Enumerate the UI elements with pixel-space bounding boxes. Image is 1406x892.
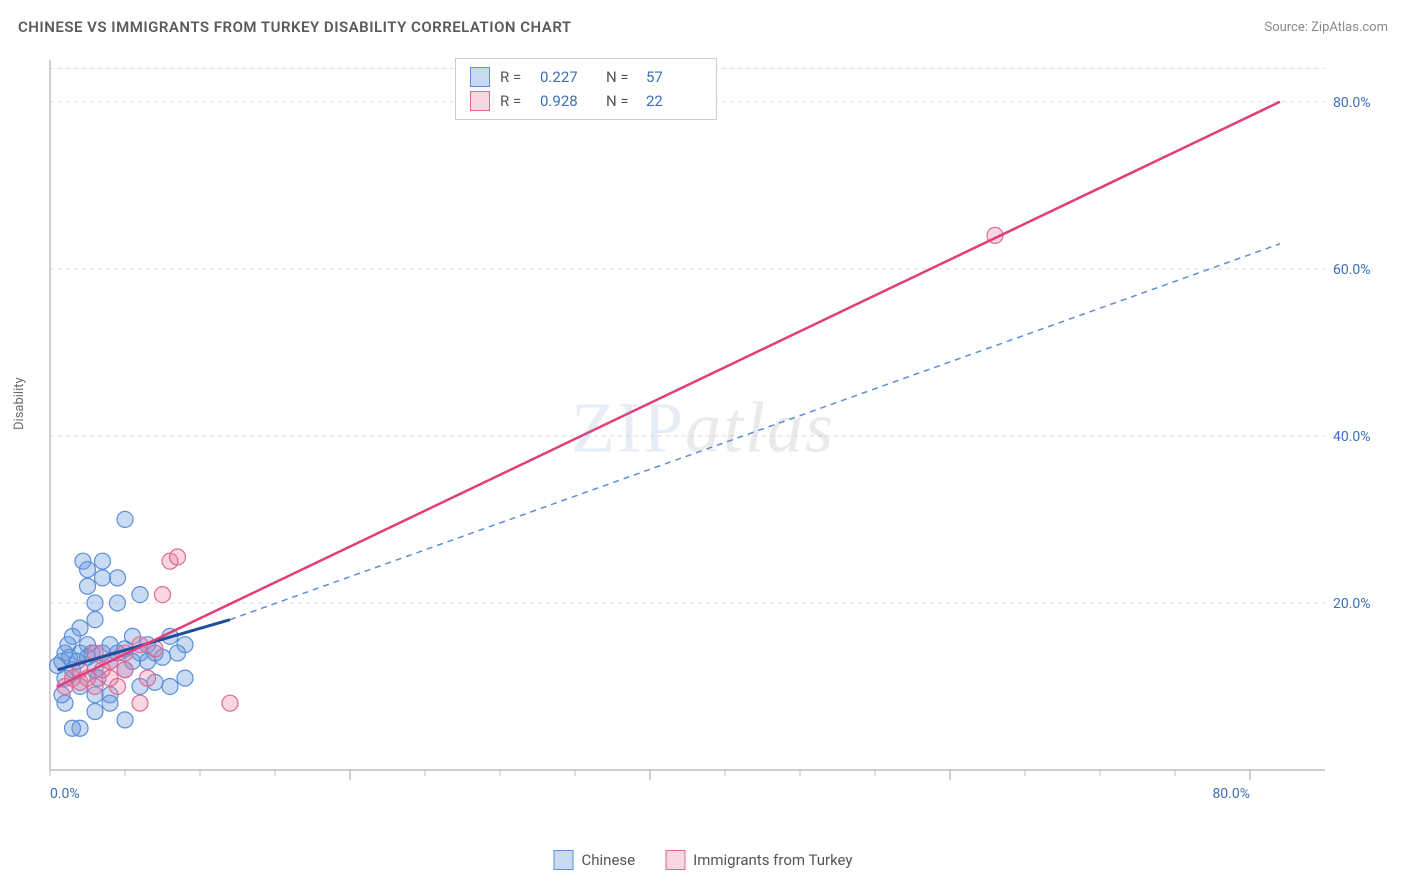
data-point-turkey — [140, 670, 156, 686]
data-point-chinese — [177, 670, 193, 686]
trend-line-chinese-dashed — [230, 244, 1280, 620]
legend-n-value: 22 — [646, 92, 702, 110]
chart-area: 20.0% 40.0% 60.0% 80.0% 0.0% 80.0% — [45, 50, 1385, 810]
y-axis-label: Disability — [12, 377, 27, 430]
data-point-chinese — [80, 578, 96, 594]
legend-swatch — [470, 91, 490, 111]
legend-series: Chinese Immigrants from Turkey — [554, 850, 853, 870]
data-point-turkey — [117, 662, 133, 678]
legend-r-label: R = — [500, 92, 530, 110]
source-label: Source: ZipAtlas.com — [1264, 20, 1388, 35]
data-point-chinese — [95, 553, 111, 569]
trend-line-turkey — [58, 102, 1281, 687]
x-tick-label: 80.0% — [1212, 786, 1250, 802]
x-tick-label: 0.0% — [50, 786, 80, 802]
legend-r-value: 0.227 — [540, 68, 596, 86]
data-point-chinese — [132, 587, 148, 603]
legend-swatch — [665, 850, 685, 870]
data-point-chinese — [80, 562, 96, 578]
data-point-chinese — [65, 720, 81, 736]
data-point-turkey — [170, 549, 186, 565]
legend-n-value: 57 — [646, 68, 702, 86]
data-point-chinese — [117, 712, 133, 728]
data-point-chinese — [87, 612, 103, 628]
header: CHINESE VS IMMIGRANTS FROM TURKEY DISABI… — [18, 18, 1388, 36]
legend-n-label: N = — [606, 68, 636, 86]
data-point-chinese — [177, 637, 193, 653]
data-point-chinese — [95, 570, 111, 586]
y-tick-label: 80.0% — [1333, 95, 1371, 111]
legend-correlation: R = 0.227 N = 57 R = 0.928 N = 22 — [455, 58, 717, 120]
data-point-chinese — [102, 695, 118, 711]
y-tick-label: 20.0% — [1333, 596, 1371, 612]
y-tick-label: 60.0% — [1333, 262, 1371, 278]
data-point-turkey — [222, 695, 238, 711]
legend-correlation-row: R = 0.227 N = 57 — [470, 65, 702, 89]
data-point-chinese — [110, 595, 126, 611]
data-point-chinese — [162, 678, 178, 694]
legend-swatch — [470, 67, 490, 87]
legend-series-label: Immigrants from Turkey — [693, 851, 852, 869]
legend-series-item: Immigrants from Turkey — [665, 850, 852, 870]
data-point-chinese — [110, 570, 126, 586]
data-point-chinese — [117, 511, 133, 527]
data-point-chinese — [87, 595, 103, 611]
y-tick-label: 40.0% — [1333, 429, 1371, 445]
data-point-chinese — [72, 620, 88, 636]
data-point-turkey — [155, 587, 171, 603]
legend-r-label: R = — [500, 68, 530, 86]
legend-n-label: N = — [606, 92, 636, 110]
legend-r-value: 0.928 — [540, 92, 596, 110]
data-point-turkey — [132, 695, 148, 711]
chart-title: CHINESE VS IMMIGRANTS FROM TURKEY DISABI… — [18, 18, 572, 36]
scatter-plot: 20.0% 40.0% 60.0% 80.0% 0.0% 80.0% — [45, 50, 1385, 810]
legend-series-label: Chinese — [582, 851, 636, 869]
data-point-turkey — [87, 678, 103, 694]
legend-correlation-row: R = 0.928 N = 22 — [470, 89, 702, 113]
data-point-turkey — [110, 678, 126, 694]
legend-series-item: Chinese — [554, 850, 636, 870]
legend-swatch — [554, 850, 574, 870]
data-point-chinese — [87, 704, 103, 720]
